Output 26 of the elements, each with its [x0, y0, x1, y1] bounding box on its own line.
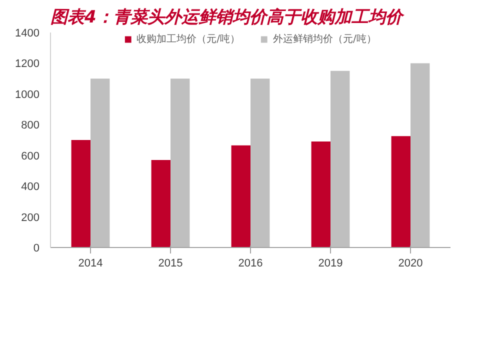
bar: [71, 140, 90, 248]
bar: [151, 160, 170, 248]
bar: [410, 63, 430, 248]
x-tick-label: 2019: [318, 258, 343, 270]
y-tick-label: 1000: [15, 88, 40, 101]
x-tick-label: 2014: [78, 258, 103, 270]
x-tick-label: 2015: [158, 258, 183, 270]
y-tick-label: 200: [21, 212, 40, 224]
y-tick-label: 600: [21, 150, 40, 162]
x-tick-label: 2016: [238, 258, 263, 270]
y-tick-label: 400: [21, 181, 40, 194]
bar: [311, 142, 330, 248]
x-tick-label: 2020: [398, 258, 423, 270]
bar: [250, 78, 270, 248]
chart-title: 图表4：青菜头外运鲜销均价高于收购加工均价: [50, 8, 406, 28]
legend-label: 外运鲜销均价（元/吨）: [273, 32, 376, 46]
bar: [170, 78, 190, 248]
y-tick-label: 800: [21, 120, 40, 132]
bar: [90, 78, 110, 248]
y-tick-label: 1200: [15, 58, 40, 70]
y-tick-label: 1400: [15, 28, 40, 40]
bar: [231, 145, 250, 248]
bar: [391, 136, 410, 248]
y-tick-label: 0: [33, 242, 40, 254]
bar: [330, 70, 350, 248]
legend-label: 收购加工均价（元/吨）: [136, 32, 240, 46]
